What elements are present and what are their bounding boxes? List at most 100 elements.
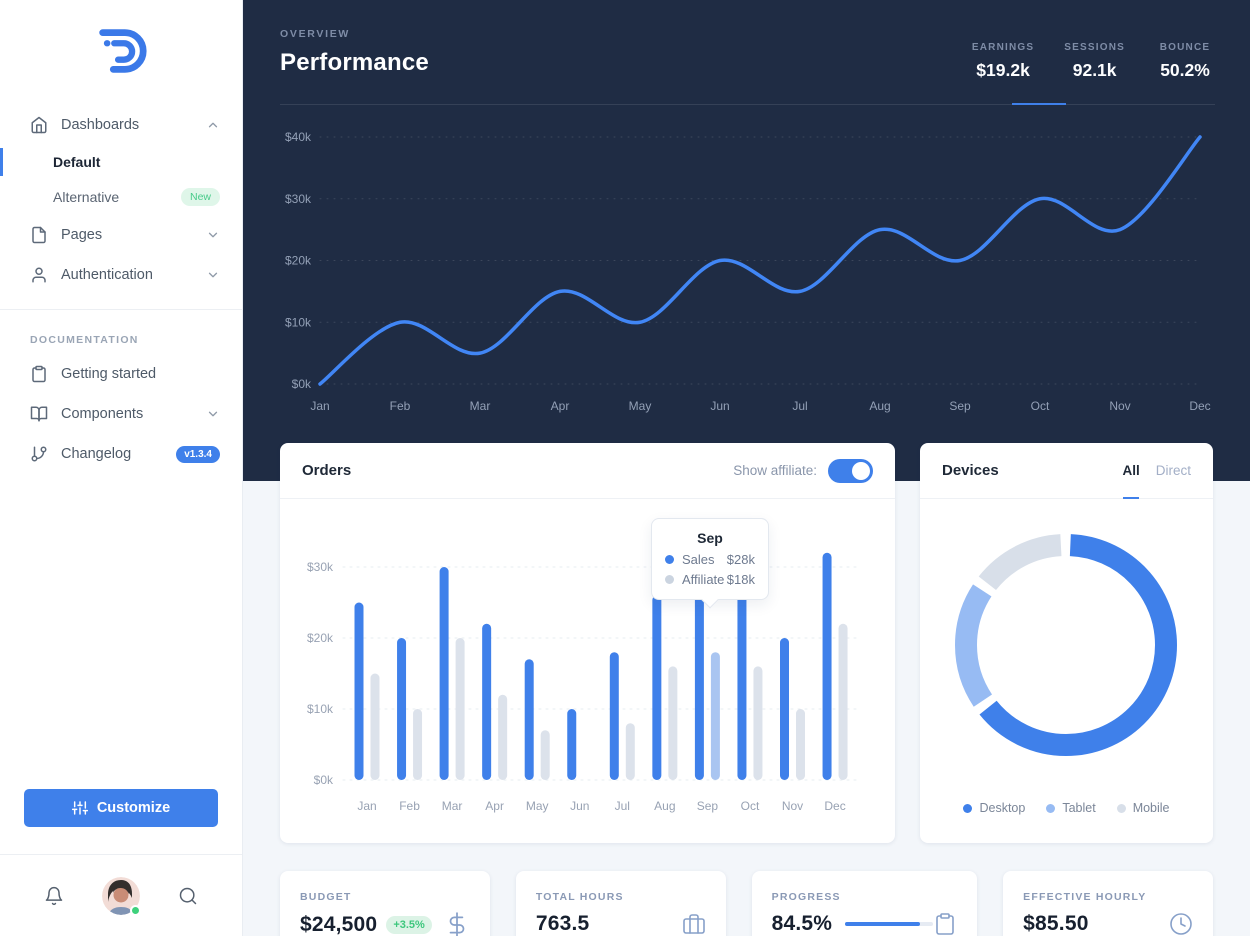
hero-divider xyxy=(280,103,1215,105)
chevron-down-icon xyxy=(206,268,220,282)
legend-tablet[interactable]: Tablet xyxy=(1046,801,1096,815)
online-status-dot xyxy=(130,904,141,916)
budget-card: BUDGET $24,500 +3.5% xyxy=(280,871,490,936)
progress-bar-fill xyxy=(845,922,920,926)
user-icon xyxy=(30,266,48,284)
svg-text:Jun: Jun xyxy=(710,399,729,413)
orders-card: Orders Show affiliate: $0k $10k $20k $30k Ja… xyxy=(280,443,895,843)
chevron-down-icon xyxy=(206,407,220,421)
legend-label: Tablet xyxy=(1062,801,1096,815)
sidebar-item-dashboards[interactable]: Dashboards xyxy=(0,105,242,145)
clipboard-icon xyxy=(30,365,48,383)
sidebar-item-label: Components xyxy=(61,406,144,422)
svg-text:Apr: Apr xyxy=(485,799,504,813)
svg-text:Apr: Apr xyxy=(551,399,570,413)
user-avatar[interactable] xyxy=(102,876,141,916)
sidebar-item-getting-started[interactable]: Getting started xyxy=(0,354,242,394)
chevron-down-icon xyxy=(206,228,220,242)
customize-button[interactable]: Customize xyxy=(24,789,218,827)
show-affiliate-toggle[interactable] xyxy=(828,458,873,483)
legend-label: Desktop xyxy=(979,801,1026,815)
sidebar-item-default[interactable]: Default xyxy=(0,145,242,179)
orders-card-title: Orders xyxy=(302,462,352,479)
stat-label: EARNINGS xyxy=(971,42,1035,53)
app-logo[interactable] xyxy=(0,0,242,105)
avatar-image xyxy=(102,876,140,915)
svg-text:Feb: Feb xyxy=(390,399,411,413)
hero-stats: EARNINGS $19.2k SESSIONS 92.1k BOUNCE 50… xyxy=(972,28,1215,81)
stat-bounce[interactable]: BOUNCE 50.2% xyxy=(1155,42,1215,81)
svg-text:May: May xyxy=(526,799,549,813)
sales-dot xyxy=(665,555,674,564)
stat-sessions[interactable]: SESSIONS 92.1k xyxy=(1064,42,1125,81)
svg-text:Mar: Mar xyxy=(470,399,491,413)
devices-donut-chart xyxy=(955,534,1177,756)
svg-text:Oct: Oct xyxy=(1031,399,1050,413)
legend-label: Mobile xyxy=(1132,801,1170,815)
chart-tooltip: Sep Sales $28k Affiliate $18k xyxy=(651,518,769,600)
kpi-value: 763.5 xyxy=(535,912,590,935)
svg-text:$30k: $30k xyxy=(285,192,312,206)
sliders-icon xyxy=(71,800,88,816)
svg-text:Sep: Sep xyxy=(697,799,719,813)
svg-text:$0k: $0k xyxy=(314,773,334,787)
total-hours-card: TOTAL HOURS 763.5 xyxy=(515,871,726,936)
bell-icon xyxy=(44,886,64,906)
svg-text:$0k: $0k xyxy=(292,377,312,391)
chevron-up-icon xyxy=(206,118,220,132)
budget-change-badge: +3.5% xyxy=(386,916,432,934)
svg-text:$10k: $10k xyxy=(285,315,312,329)
effective-hourly-card: EFFECTIVE HOURLY $85.50 xyxy=(1003,871,1213,936)
main-content: OVERVIEW Performance EARNINGS $19.2k SES… xyxy=(243,0,1250,936)
sidebar-item-pages[interactable]: Pages xyxy=(0,215,242,255)
sidebar-item-alternative[interactable]: Alternative New xyxy=(0,179,242,215)
sidebar-item-changelog[interactable]: Changelog v1.3.4 xyxy=(0,434,242,474)
svg-text:Jan: Jan xyxy=(357,799,376,813)
progress-bar xyxy=(845,922,934,926)
hero-eyebrow: OVERVIEW xyxy=(280,28,351,40)
svg-text:$20k: $20k xyxy=(285,254,312,268)
kpi-row: BUDGET $24,500 +3.5% TOTAL HOURS 763.5 xyxy=(280,871,1213,936)
svg-text:Nov: Nov xyxy=(1109,399,1130,413)
sidebar-item-label: Dashboards xyxy=(61,117,140,133)
kpi-label: EFFECTIVE HOURLY xyxy=(1023,891,1147,903)
desktop-dot xyxy=(963,803,973,813)
clipboard-icon xyxy=(933,912,957,936)
active-stat-underline xyxy=(1012,103,1066,105)
devices-card-title: Devices xyxy=(942,462,999,479)
kpi-value: $85.50 xyxy=(1023,912,1089,935)
stat-earnings[interactable]: EARNINGS $19.2k xyxy=(972,42,1034,81)
stat-value: 50.2% xyxy=(1160,60,1210,80)
sidebar-item-authentication[interactable]: Authentication xyxy=(0,255,242,295)
legend-desktop[interactable]: Desktop xyxy=(963,801,1025,815)
orders-bar-chart: $0k $10k $20k $30k Jan Feb Mar Apr May Jun Jul Aug S… xyxy=(307,552,858,813)
svg-text:$30k: $30k xyxy=(307,560,334,574)
performance-hero: OVERVIEW Performance EARNINGS $19.2k SES… xyxy=(243,0,1250,481)
sidebar-item-label: Getting started xyxy=(61,366,157,382)
tab-all[interactable]: All xyxy=(1122,463,1140,499)
home-icon xyxy=(30,116,48,134)
git-branch-icon xyxy=(30,445,48,463)
sidebar-divider xyxy=(0,309,242,310)
customize-label: Customize xyxy=(96,800,171,816)
sidebar-footer xyxy=(0,854,242,936)
sidebar-item-components[interactable]: Components xyxy=(0,394,242,434)
svg-text:Dec: Dec xyxy=(824,799,845,813)
tooltip-label: Sales xyxy=(682,552,715,567)
svg-text:Jul: Jul xyxy=(792,399,807,413)
sidebar-item-label: Pages xyxy=(61,227,103,243)
tab-direct[interactable]: Direct xyxy=(1155,463,1191,478)
stat-value: 92.1k xyxy=(1072,60,1117,80)
svg-text:Jul: Jul xyxy=(615,799,630,813)
search-button[interactable] xyxy=(178,886,198,906)
stat-value: $19.2k xyxy=(976,60,1030,80)
notifications-button[interactable] xyxy=(44,886,64,906)
devices-card: Devices All Direct Desktop xyxy=(920,443,1213,843)
version-badge: v1.3.4 xyxy=(176,445,220,463)
devices-legend: Desktop Tablet Mobile xyxy=(920,801,1213,815)
stat-label: BOUNCE xyxy=(1159,42,1211,53)
legend-mobile[interactable]: Mobile xyxy=(1116,801,1170,815)
svg-text:Aug: Aug xyxy=(654,799,675,813)
new-badge: New xyxy=(180,188,220,206)
briefcase-icon xyxy=(682,912,706,936)
